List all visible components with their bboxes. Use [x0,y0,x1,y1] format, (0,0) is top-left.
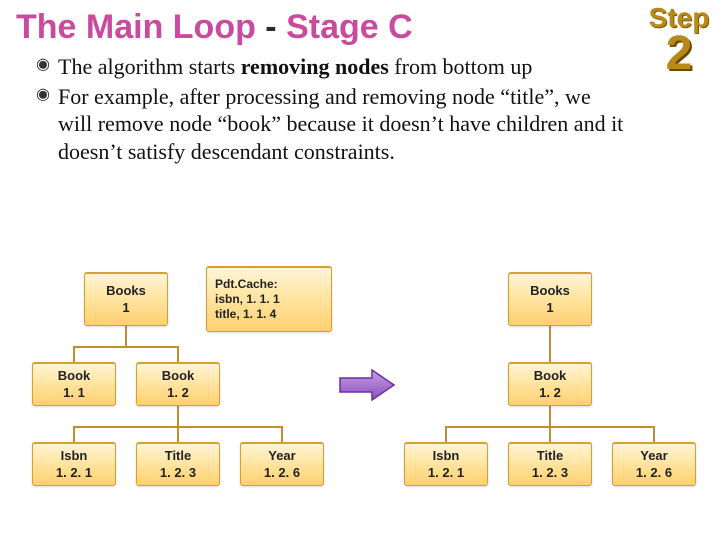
bullet-1-bold: removing nodes [241,54,389,79]
conn [445,426,447,442]
conn [549,406,551,426]
slide-title: The Main Loop - Stage C [0,0,720,47]
title-seg-2: - [256,8,286,46]
arrow-icon [338,368,396,402]
step-number: 2 [642,32,716,75]
conn [73,346,178,348]
node-right-books: Books 1 [508,272,592,326]
conn [549,426,551,442]
bullet-1-pre: The algorithm starts [58,54,241,79]
title-seg-1: The Main Loop [16,8,256,46]
node-left-year: Year 1. 2. 6 [240,442,324,486]
bullet-1-post: from bottom up [389,54,533,79]
conn [281,426,283,442]
bullet-2: For example, after processing and removi… [36,83,630,166]
node-left-isbn: Isbn 1. 2. 1 [32,442,116,486]
bullet-list: The algorithm starts removing nodes from… [0,47,720,165]
conn [653,426,655,442]
node-left-book11: Book 1. 1 [32,362,116,406]
step-badge: Step 2 [642,4,716,75]
node-right-year: Year 1. 2. 6 [612,442,696,486]
conn [73,346,75,362]
conn [549,326,551,362]
bullet-2-pre: For example, after processing and removi… [58,84,623,164]
node-right-title: Title 1. 2. 3 [508,442,592,486]
conn [125,326,127,346]
conn [177,406,179,426]
title-seg-3: Stage C [286,8,413,46]
node-right-book12: Book 1. 2 [508,362,592,406]
node-right-isbn: Isbn 1. 2. 1 [404,442,488,486]
node-left-book12: Book 1. 2 [136,362,220,406]
conn [73,426,75,442]
node-left-title: Title 1. 2. 3 [136,442,220,486]
conn [177,426,179,442]
conn [177,346,179,362]
node-left-cache: Pdt.Cache: isbn, 1. 1. 1 title, 1. 1. 4 [206,266,332,332]
diagram-area: Books 1 Pdt.Cache: isbn, 1. 1. 1 title, … [0,260,720,540]
node-left-books: Books 1 [84,272,168,326]
bullet-1: The algorithm starts removing nodes from… [36,53,630,81]
